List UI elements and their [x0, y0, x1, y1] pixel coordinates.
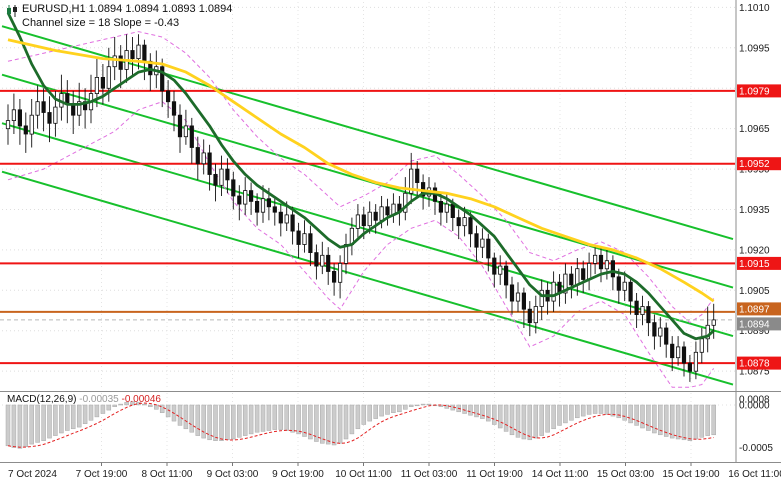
svg-text:1.0979: 1.0979	[739, 86, 770, 97]
time-axis[interactable]: 7 Oct 2024 7 Oct 19:00 8 Oct 11:00 9 Oct 03…	[8, 462, 781, 481]
channel-trendline	[1, 25, 734, 241]
macd-axis-label: 0.0008	[739, 395, 770, 406]
time-axis-label: 15 Oct 19:00	[662, 469, 720, 480]
macd-histogram	[5, 401, 716, 449]
band-upper-line	[7, 31, 715, 324]
svg-text:1.0878: 1.0878	[739, 359, 770, 370]
svg-text:1.0915: 1.0915	[739, 259, 770, 270]
time-axis-label: 10 Oct 11:00	[335, 469, 392, 480]
channel-trendline	[1, 170, 734, 386]
price-badge-1.0878	[737, 356, 781, 370]
price-badge-1.0915	[737, 256, 781, 270]
time-axis-label: 14 Oct 11:00	[532, 469, 589, 480]
time-axis-label: 15 Oct 03:00	[597, 469, 655, 480]
macd-signal-value: -0.00046	[121, 394, 161, 405]
price-axis-label: 1.0875	[739, 367, 770, 378]
time-axis-label: 7 Oct 19:00	[76, 469, 128, 480]
price-badge-1.0894	[737, 317, 781, 331]
price-badge-1.0897	[737, 302, 781, 316]
candlestick-chart-icon	[6, 5, 19, 17]
price-axis-label: 1.0920	[739, 245, 770, 256]
macd-axis-label: 0.0000	[739, 401, 770, 412]
channel-info-label: Channel size = 18 Slope = -0.43	[22, 17, 180, 29]
time-axis-label: 11 Oct 19:00	[466, 469, 523, 480]
price-axis-label: 1.0890	[739, 326, 770, 337]
macd-main-value: -0.00035	[79, 394, 119, 405]
price-axis[interactable]: 1.10101.09951.09651.09501.09351.09201.09…	[735, 0, 781, 463]
macd-indicator-label: MACD(12,26,9) -0.00035 -0.00046	[7, 394, 161, 405]
time-axis-label: 11 Oct 03:00	[401, 469, 458, 480]
price-badge-1.0952	[737, 157, 781, 171]
price-axis-label: 1.1010	[739, 3, 770, 14]
ma-yellow-line	[7, 38, 715, 303]
svg-text:1.0894: 1.0894	[739, 319, 770, 330]
macd-axis-label: -0.0005	[739, 443, 773, 454]
macd-name: MACD(12,26,9)	[7, 394, 77, 405]
svg-text:1.0952: 1.0952	[739, 159, 770, 170]
ma-green-line	[6, 12, 715, 341]
time-axis-label: 7 Oct 2024	[8, 469, 57, 480]
price-axis-label: 1.0995	[739, 43, 770, 54]
time-axis-label: 16 Oct 11:00	[728, 469, 781, 480]
time-axis-label: 9 Oct 19:00	[272, 469, 324, 480]
time-axis-label: 9 Oct 03:00	[207, 469, 259, 480]
price-axis-label: 1.0905	[739, 286, 770, 297]
price-axis-label: 1.0965	[739, 124, 770, 135]
price-badge-1.0979	[737, 84, 781, 98]
price-axis-label: 1.0935	[739, 205, 770, 216]
time-axis-label: 8 Oct 11:00	[142, 469, 193, 480]
symbol-ohlc-label: EURUSD,H1 1.0894 1.0894 1.0893 1.0894	[22, 3, 233, 15]
macd-signal-line	[7, 402, 714, 448]
svg-text:1.0897: 1.0897	[739, 304, 770, 315]
